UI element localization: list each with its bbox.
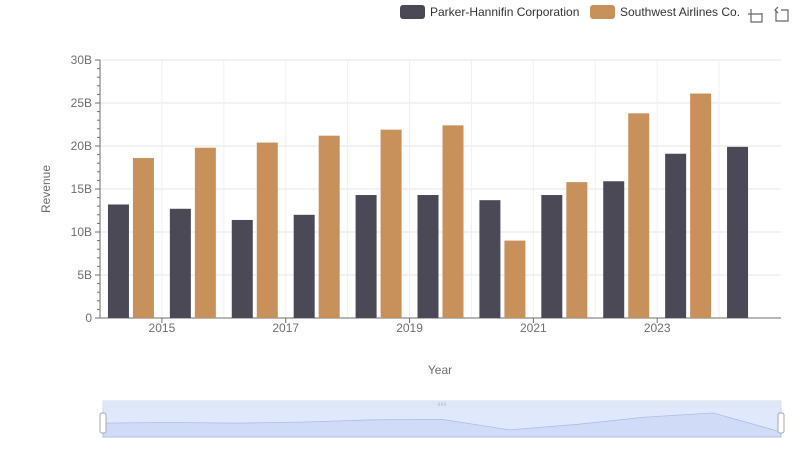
slider-grip-icon[interactable]: [438, 402, 446, 407]
tick-labels: 0 5B 10B 15B 20B 25B 30B 2015 2017 2019 2021 2023: [71, 53, 671, 335]
bar-southwest-2017[interactable]: [318, 135, 340, 318]
legend-item-parker[interactable]: Parker-Hannifin Corporation: [400, 5, 579, 19]
bar-parker-2016[interactable]: [231, 219, 253, 318]
bar-southwest-2020[interactable]: [504, 240, 526, 318]
legend-item-southwest[interactable]: Southwest Airlines Co.: [590, 5, 740, 19]
data-zoom-slider[interactable]: [99, 400, 785, 438]
bar-parker-2022[interactable]: [603, 181, 625, 318]
bars: [107, 93, 749, 318]
bar-parker-2018[interactable]: [355, 195, 377, 318]
bar-southwest-2021[interactable]: [566, 182, 588, 318]
legend-label-parker: Parker-Hannifin Corporation: [430, 5, 579, 19]
slider-left-handle[interactable]: [99, 412, 107, 434]
zoom-icon[interactable]: [748, 9, 763, 23]
y-axis-title: Revenue: [39, 165, 53, 213]
bar-parker-2019[interactable]: [417, 195, 439, 318]
slider-selection[interactable]: [103, 408, 781, 437]
bar-southwest-2014[interactable]: [132, 158, 154, 318]
legend-swatch-parker: [400, 5, 425, 19]
y-tick-label: 0: [85, 311, 92, 325]
slider-preview-area: [102, 412, 782, 438]
x-tick-label: 2023: [644, 321, 671, 335]
x-tick-label: 2015: [149, 321, 176, 335]
bar-parker-2017[interactable]: [293, 214, 315, 318]
legend-label-southwest: Southwest Airlines Co.: [620, 5, 740, 19]
bar-southwest-2023[interactable]: [690, 93, 712, 318]
bar-southwest-2016[interactable]: [256, 142, 278, 318]
x-tick-label: 2021: [520, 321, 547, 335]
bar-southwest-2022[interactable]: [628, 113, 650, 318]
slider-right-handle[interactable]: [777, 412, 785, 434]
bar-southwest-2015[interactable]: [194, 147, 216, 318]
bar-parker-2021[interactable]: [541, 195, 563, 318]
x-axis-title: Year: [428, 363, 452, 377]
x-tick-label: 2017: [272, 321, 299, 335]
y-tick-label: 10B: [71, 225, 92, 239]
legend-swatch-southwest: [590, 5, 615, 19]
y-tick-label: 5B: [77, 268, 92, 282]
bar-southwest-2018[interactable]: [380, 129, 402, 318]
reset-zoom-icon[interactable]: [774, 6, 789, 22]
bar-parker-2015[interactable]: [169, 208, 191, 318]
bar-parker-2023[interactable]: [665, 153, 687, 318]
bar-parker-2020[interactable]: [479, 200, 501, 318]
x-tick-label: 2019: [396, 321, 423, 335]
y-tick-label: 30B: [71, 53, 92, 67]
bar-parker-2014[interactable]: [107, 204, 129, 318]
bar-southwest-2019[interactable]: [442, 125, 464, 318]
y-tick-label: 25B: [71, 96, 92, 110]
legend[interactable]: Parker-Hannifin Corporation Southwest Ai…: [400, 5, 740, 19]
y-tick-label: 20B: [71, 139, 92, 153]
y-tick-label: 15B: [71, 182, 92, 196]
bar-parker-2024[interactable]: [727, 146, 749, 318]
